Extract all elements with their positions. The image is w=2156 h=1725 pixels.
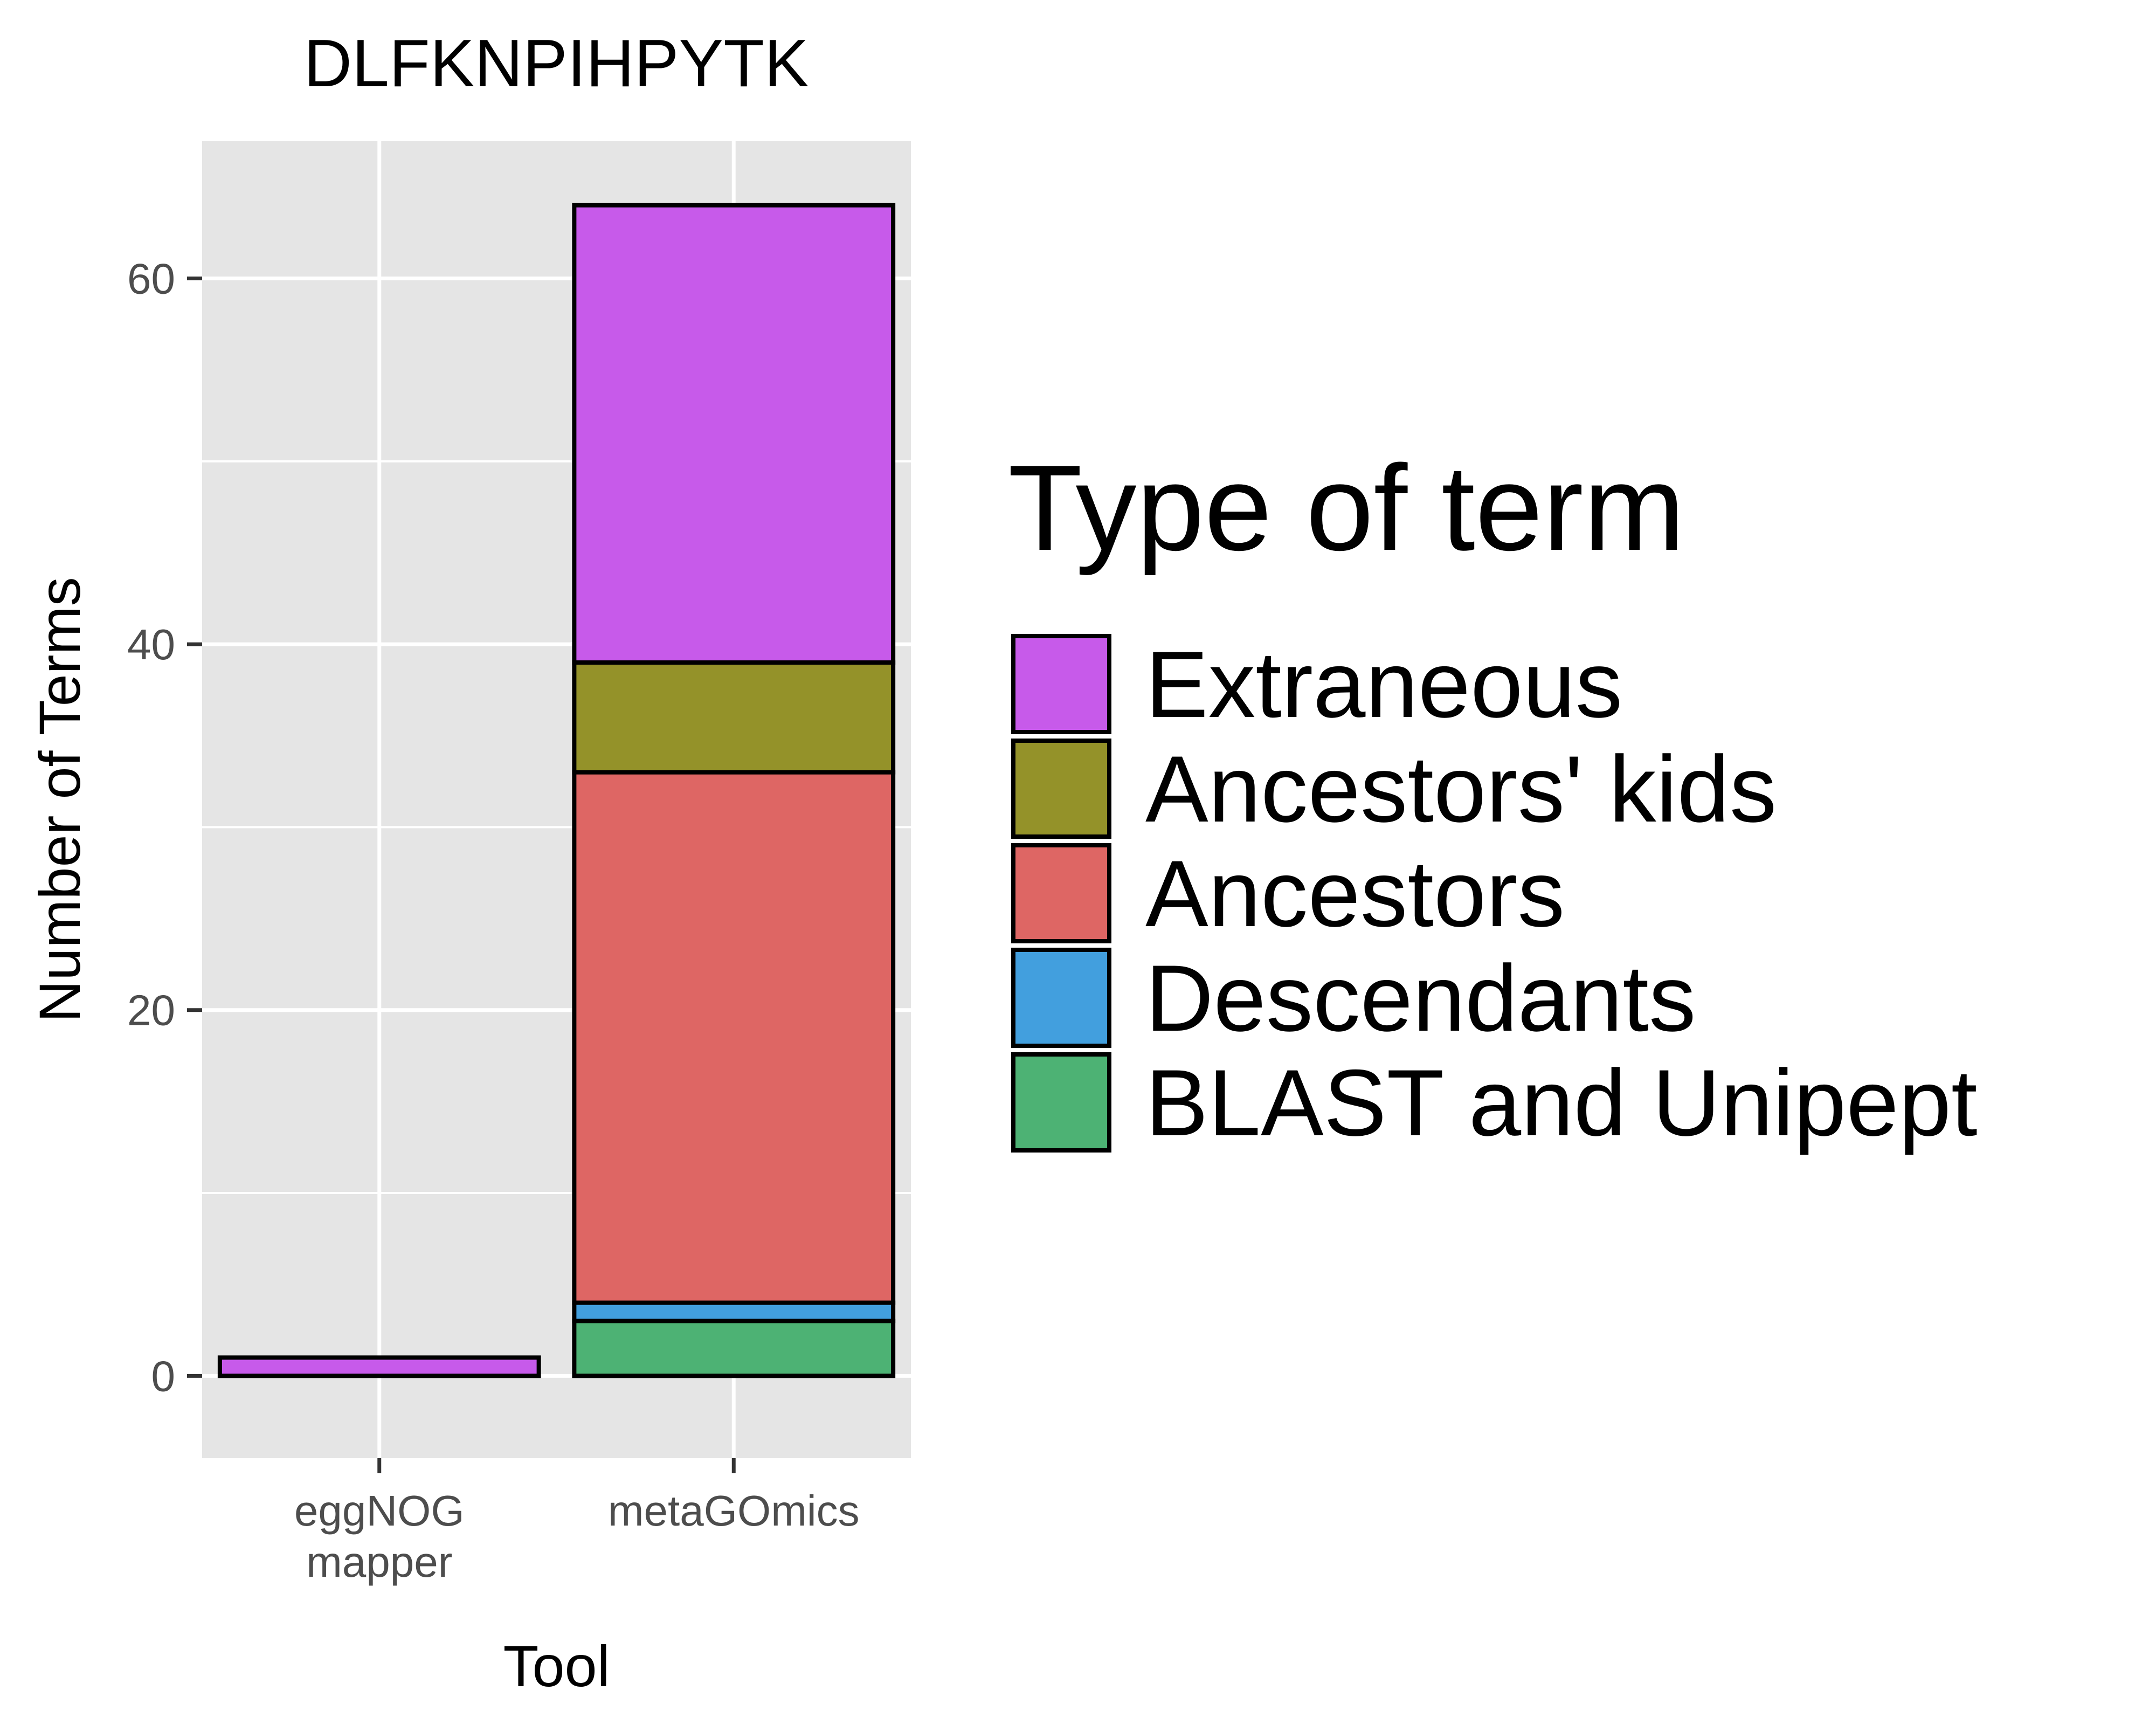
legend-label: BLAST and Unipept [1145,1051,1978,1156]
legend-label: Extraneous [1145,632,1622,737]
bar-segment [217,1355,541,1378]
x-tick-label: eggNOG [294,1487,465,1535]
legend-label: Descendants [1145,946,1696,1051]
x-tick-label: mapper [306,1538,452,1586]
bars [217,203,896,1378]
y-tick-label: 20 [127,986,175,1034]
y-tick-label: 60 [127,254,175,302]
chart-title: DLFKNPIHPYTK [303,26,808,101]
legend-label: Ancestors' kids [1145,737,1777,842]
legend-key [1011,634,1111,734]
x-tick-label: metaGOmics [608,1487,860,1535]
bar-segment [572,660,896,775]
bar-segment [572,1319,896,1378]
bar-segment [572,770,896,1305]
legend-key [1011,1052,1111,1153]
y-tick-label: 0 [151,1352,176,1400]
x-axis-title: Tool [503,1633,610,1699]
legend-key [1011,843,1111,943]
legend-key [1011,948,1111,1048]
legend-label: Ancestors [1145,841,1565,947]
legend-key [1011,739,1111,839]
bar-segment [572,203,896,665]
bar-segment [572,1300,896,1323]
y-tick-label: 40 [127,620,175,668]
y-axis-title: Number of Terms [27,577,92,1022]
legend-title: Type of term [1008,439,1685,576]
